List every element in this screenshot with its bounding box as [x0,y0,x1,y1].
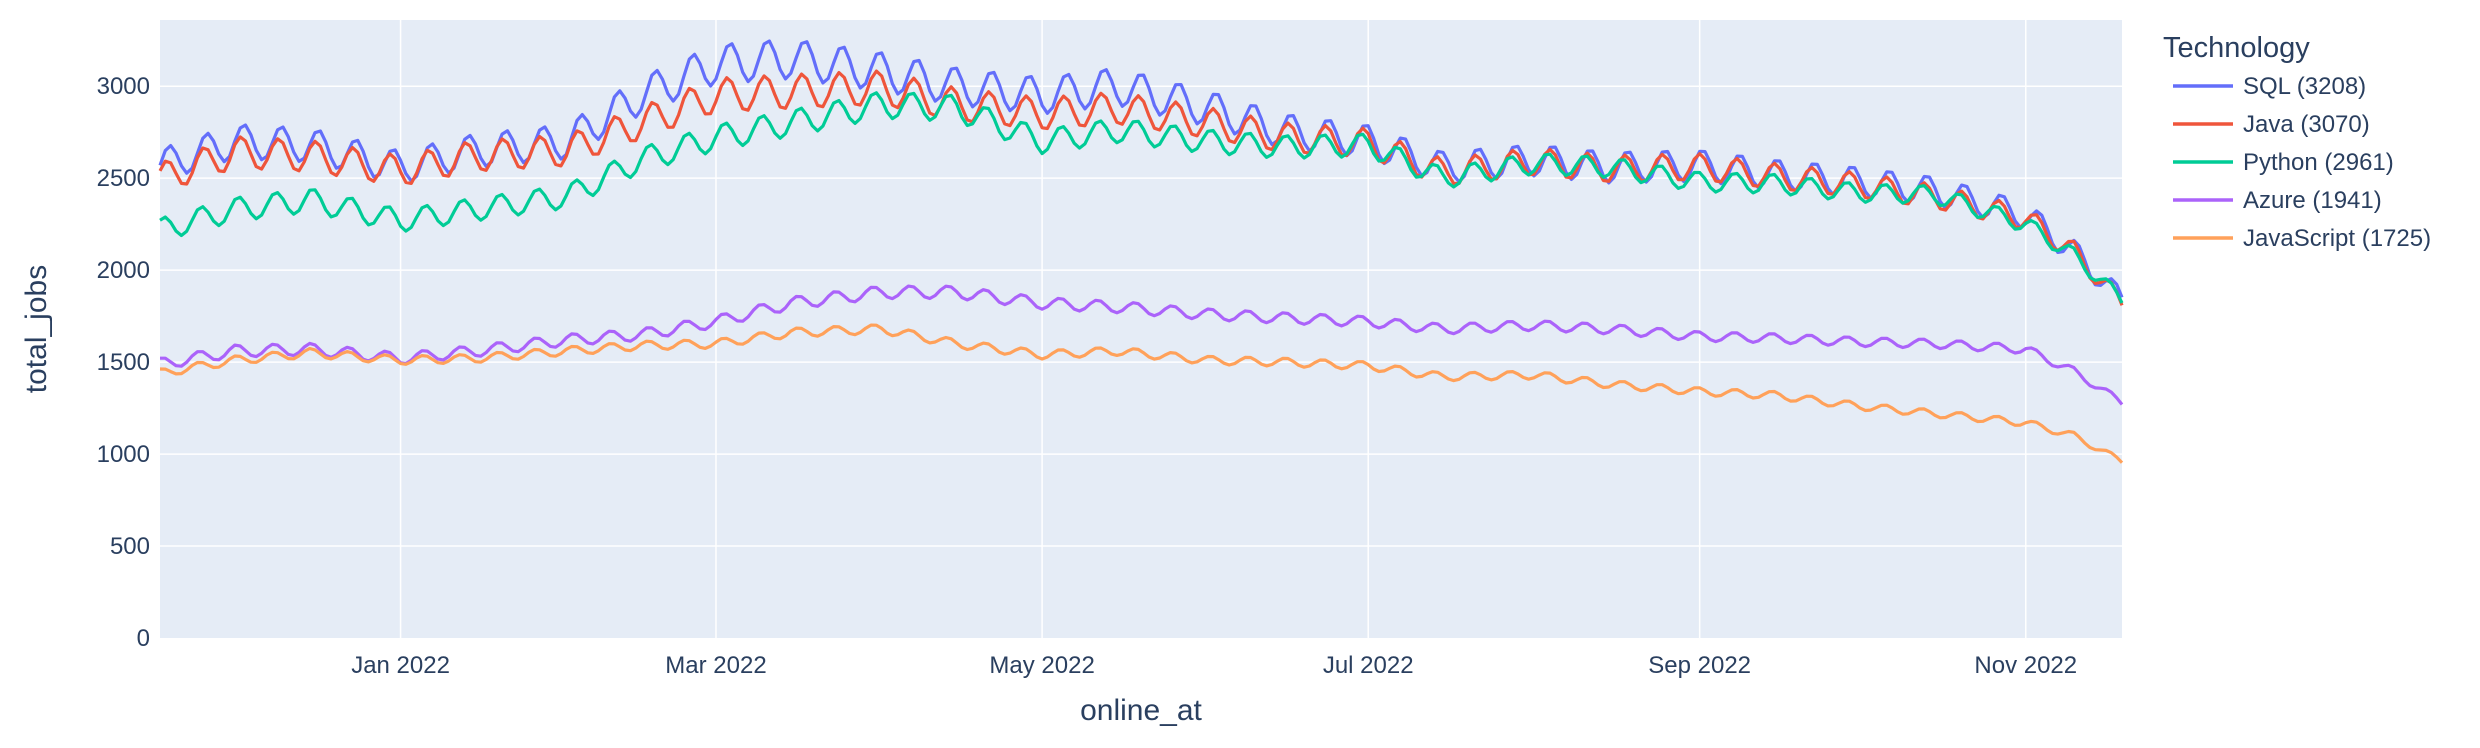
y-tick-label: 500 [110,533,150,560]
x-tick-label: Jul 2022 [1323,652,1414,679]
legend-item-label: Python (2961) [2243,149,2394,176]
x-axis-ticks: Jan 2022 Mar 2022 May 2022 Jul 2022 Sep 2022… [351,652,2077,679]
x-tick-label: Sep 2022 [1648,652,1751,679]
x-axis-title: online_at [1080,694,1202,727]
series-lines [158,39,2124,464]
x-tick-label: Jan 2022 [351,652,450,679]
y-tick-label: 0 [137,625,150,652]
x-tick-label: May 2022 [989,652,1094,679]
y-axis-title: total_jobs [20,265,53,393]
series-line [159,323,2124,464]
legend-item-label: JavaScript (1725) [2243,225,2431,252]
y-tick-label: 3000 [97,73,150,100]
legend: Technology SQL (3208) Java (3070) Python (… [2163,32,2431,252]
legend-item-label: Java (3070) [2243,111,2370,138]
y-tick-label: 1500 [97,349,150,376]
y-tick-label: 2000 [97,257,150,284]
gridlines [160,20,2122,638]
legend-title: Technology [2163,32,2310,64]
y-tick-label: 2500 [97,165,150,192]
series-line [159,91,2124,304]
legend-item-label: SQL (3208) [2243,73,2366,100]
x-tick-label: Mar 2022 [665,652,766,679]
y-axis-ticks: 0 500 1000 1500 2000 2500 3000 [97,73,150,652]
legend-item-label: Azure (1941) [2243,187,2382,214]
x-tick-label: Nov 2022 [1974,652,2077,679]
y-tick-label: 1000 [97,441,150,468]
series-line [158,69,2124,306]
series-line [160,284,2124,406]
